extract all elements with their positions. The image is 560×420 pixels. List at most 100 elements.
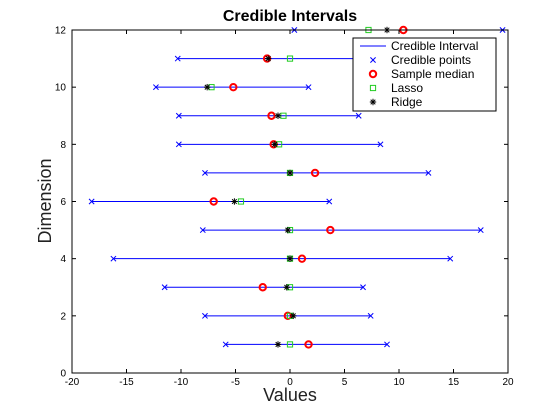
credible-point-stroke (355, 112, 362, 119)
credible-point-stroke (360, 284, 366, 291)
legend-item-median-point: Sample median (368, 67, 474, 81)
ridge-point (271, 141, 278, 148)
credible-point (161, 284, 168, 291)
credible-point-stroke (425, 169, 432, 176)
credible-point (199, 227, 206, 234)
ridge-point (203, 83, 211, 91)
credible-point-stroke (222, 341, 229, 348)
x-tick-label: 20 (502, 377, 514, 388)
legend-item-credible-interval: Credible Interval (360, 39, 478, 53)
ridge-point-stroke (285, 227, 291, 233)
ridge-point-stroke (290, 313, 296, 319)
credible-point-stroke (175, 112, 182, 119)
credible-point-stroke (202, 312, 208, 319)
lasso-point (237, 198, 245, 205)
chart-title: Credible Intervals (223, 8, 357, 25)
credible-point (367, 312, 374, 319)
ridge-point-stroke (275, 113, 281, 119)
credible-point-stroke (305, 84, 312, 91)
credible-point (88, 198, 95, 205)
credible-point-stroke (377, 141, 384, 148)
y-tick-label: 6 (60, 197, 66, 208)
credible-point (175, 112, 182, 119)
x-tick-label: -5 (231, 377, 240, 388)
credible-point-stroke (477, 227, 484, 234)
legend-marker-credible-point (370, 57, 376, 63)
credible-point-stroke (174, 55, 181, 62)
ridge-point-stroke (284, 284, 290, 290)
credible-point (477, 227, 484, 234)
legend-marker-lasso-point (369, 84, 377, 92)
median-point (267, 111, 276, 120)
credible-point (360, 284, 366, 291)
y-tick-label: 12 (55, 26, 67, 37)
legend-item-credible-point: Credible points (370, 53, 471, 67)
ridge-point (286, 169, 294, 177)
x-tick-label: -20 (65, 377, 80, 388)
credible-point (175, 141, 182, 148)
legend-label-credible-point: Credible points (391, 53, 471, 67)
ridge-point (286, 255, 294, 262)
ridge-point (274, 112, 282, 119)
legend-label-ridge-point: Ridge (391, 95, 423, 109)
ridge-point-stroke (204, 84, 210, 90)
credible-point-stroke (199, 227, 206, 234)
x-tick-label: -15 (119, 377, 134, 388)
credible-point (152, 84, 159, 91)
ridge-point (231, 198, 238, 205)
ridge-point (274, 341, 282, 348)
lasso-point (286, 55, 294, 62)
x-tick-label: 0 (287, 377, 293, 388)
credible-point (202, 169, 208, 176)
median-point (310, 168, 320, 178)
ridge-point (284, 226, 292, 234)
credible-point-stroke (175, 141, 182, 148)
credible-point (305, 84, 312, 91)
credible-point (384, 341, 390, 348)
credible-point-stroke (202, 169, 208, 176)
median-point (297, 254, 307, 263)
x-tick-label: 5 (342, 377, 348, 388)
legend-label-lasso-point: Lasso (391, 81, 423, 95)
credible-point-stroke (447, 255, 454, 262)
y-tick-label: 2 (60, 311, 66, 322)
credible-point (326, 198, 333, 205)
y-axis-label: Dimension (35, 158, 55, 243)
y-tick-label: 8 (60, 140, 66, 151)
y-tick-label: 4 (60, 254, 66, 265)
legend-item-lasso-point: Lasso (369, 81, 423, 95)
ridge-point-stroke (275, 341, 281, 348)
credible-point (447, 255, 454, 262)
ridge-point (265, 55, 272, 62)
median-point (304, 340, 313, 349)
legend-marker-ridge-point (369, 98, 377, 106)
credible-point-stroke (367, 312, 374, 319)
legend-marker-credible-point-stroke (370, 57, 376, 63)
median-point (229, 82, 238, 92)
ridge-point (290, 312, 297, 320)
credible-point-stroke (88, 198, 95, 205)
credible-point-stroke (161, 284, 168, 291)
legend-item-ridge-point: Ridge (369, 95, 423, 109)
ridge-point-stroke (287, 256, 293, 262)
ridge-point-stroke (287, 170, 293, 176)
y-tick-label: 0 (60, 369, 66, 380)
x-tick-label: 10 (393, 377, 405, 388)
credible-point (202, 312, 208, 319)
credible-point-stroke (384, 341, 390, 348)
credible-point (425, 169, 432, 176)
legend-label-credible-interval: Credible Interval (391, 39, 478, 53)
ridge-point-stroke (231, 198, 238, 205)
credible-point (110, 255, 117, 262)
y-tick-label: 10 (55, 83, 67, 94)
legend-marker-ridge-point-stroke (370, 99, 376, 105)
median-point (326, 225, 335, 235)
credible-point (355, 112, 362, 119)
credible-point-stroke (152, 84, 159, 91)
lasso-point (286, 341, 294, 348)
ridge-point-stroke (272, 141, 278, 147)
ridge-point (283, 284, 290, 291)
axis-ticks: -20 -15 -10 -5 0 5 10 15 20 0 2 4 6 8 10 12 (55, 26, 514, 389)
